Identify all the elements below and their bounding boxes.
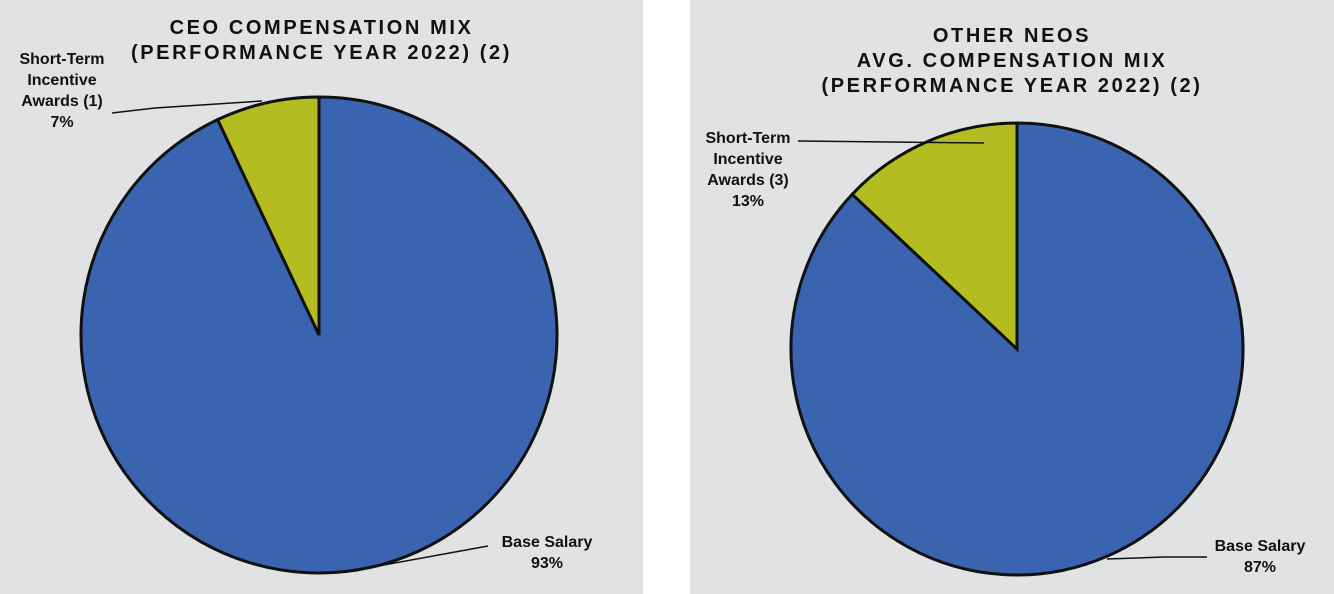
neos-base-salary-label: Base Salary 87% [1200, 536, 1320, 578]
neos-base-salary-label-line-1: Base Salary [1214, 538, 1306, 555]
neos-sti-label-line-3: Awards (3) [707, 172, 789, 189]
neos-title-line-2: AVG. COMPENSATION MIX [856, 50, 1168, 72]
ceo-sti-label-line-1: Short-Term [19, 51, 105, 68]
neos-pie-chart [789, 121, 1245, 577]
ceo-leader-line-base-salary [377, 545, 489, 567]
ceo-base-salary-label-line-1: Base Salary [501, 534, 593, 551]
neos-sti-label-line-2: Incentive [713, 151, 783, 168]
neos-chart-title: OTHER NEOS AVG. COMPENSATION MIX (PERFOR… [690, 24, 1334, 99]
ceo-title-line-1: CEO COMPENSATION MIX [169, 17, 474, 39]
ceo-pie-chart [79, 95, 559, 575]
neos-title-line-1: OTHER NEOS [932, 25, 1092, 47]
ceo-base-salary-label: Base Salary 93% [487, 532, 607, 574]
neos-chart-panel: OTHER NEOS AVG. COMPENSATION MIX (PERFOR… [690, 0, 1334, 594]
neos-sti-label-line-1: Short-Term [705, 130, 791, 147]
ceo-short-term-incentive-label: Short-Term Incentive Awards (1) 7% [2, 49, 122, 133]
ceo-base-salary-value-label: 93% [530, 555, 564, 572]
ceo-chart-title: CEO COMPENSATION MIX (PERFORMANCE YEAR 2… [0, 16, 643, 66]
ceo-chart-panel: CEO COMPENSATION MIX (PERFORMANCE YEAR 2… [0, 0, 643, 594]
ceo-sti-label-line-3: Awards (1) [21, 93, 103, 110]
neos-title-line-3: (PERFORMANCE YEAR 2022) (2) [821, 75, 1203, 97]
neos-leader-line-base-salary [1106, 556, 1207, 560]
ceo-title-line-2: (PERFORMANCE YEAR 2022) (2) [130, 42, 512, 64]
neos-leader-line-short-term-incentive [797, 140, 985, 144]
ceo-slice-short-term-incentive-awards-1 [215, 95, 321, 336]
ceo-sti-value-label: 7% [50, 114, 74, 131]
ceo-leader-line-short-term-incentive [111, 100, 263, 114]
neos-base-salary-value-label: 87% [1243, 559, 1277, 576]
neos-sti-value-label: 13% [731, 193, 765, 210]
ceo-sti-label-line-2: Incentive [27, 72, 97, 89]
neos-short-term-incentive-label: Short-Term Incentive Awards (3) 13% [692, 128, 804, 212]
